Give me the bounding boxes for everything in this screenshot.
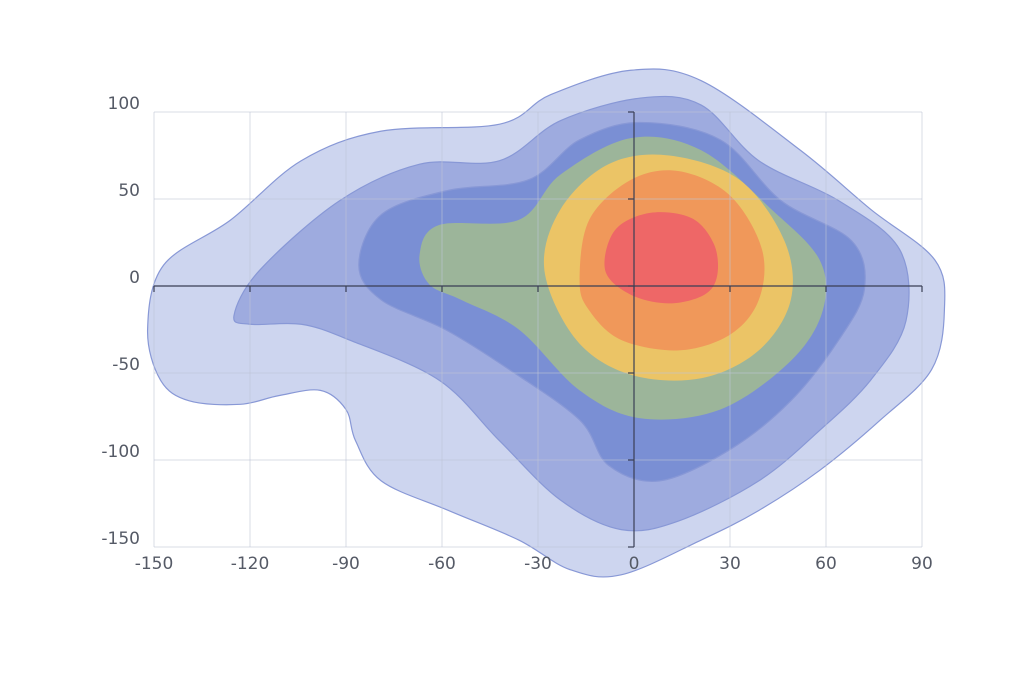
x-tick-label: -150: [135, 554, 174, 574]
contour-band: [604, 212, 719, 304]
x-tick-label: 60: [815, 554, 837, 574]
x-tick-label: -90: [332, 554, 360, 574]
y-tick-label: 0: [129, 268, 140, 288]
y-tick-label: 50: [118, 181, 140, 201]
x-tick-label: -120: [231, 554, 270, 574]
x-tick-label: -60: [428, 554, 456, 574]
x-tick-label: 30: [719, 554, 741, 574]
x-tick-label: -30: [524, 554, 552, 574]
x-tick-label: 0: [629, 554, 640, 574]
y-tick-label: -150: [101, 529, 140, 549]
x-tick-label: 90: [911, 554, 933, 574]
y-tick-label: -50: [112, 355, 140, 375]
y-tick-label: 100: [108, 94, 140, 114]
y-tick-label: -100: [101, 442, 140, 462]
